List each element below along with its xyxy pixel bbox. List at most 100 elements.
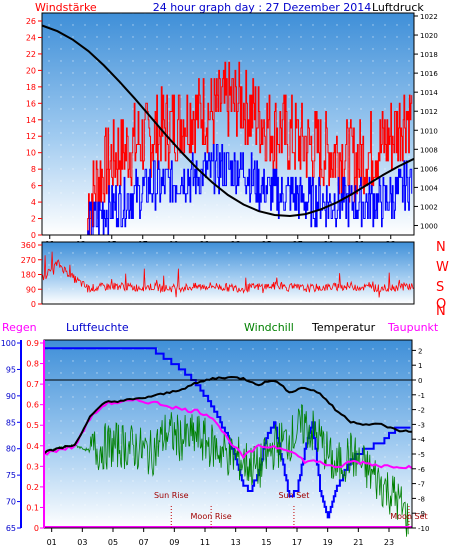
climate-axes: 01 03 05 07 09 11 13 15 17 19 21 236570758085909510… — [1, 339, 430, 547]
compass-labels: N W S O N — [436, 240, 449, 319]
rain-label: Regen — [2, 321, 37, 334]
wind-direction-line — [41, 251, 414, 298]
y-left-tick-label: 0 — [31, 231, 36, 240]
y-left-tick-label: 12 — [26, 132, 36, 141]
temp-tick-label: -1 — [418, 392, 425, 400]
y-left-tick-label: 24 — [26, 33, 36, 42]
x-tick-label: 03 — [77, 538, 87, 547]
humidity-tick-label: 95 — [6, 365, 16, 374]
y-left-tick-label: 18 — [26, 83, 36, 92]
wind-avg-line — [42, 144, 413, 236]
y-left-tick-label: 2 — [31, 215, 36, 224]
compass-n-bottom: N — [436, 304, 446, 319]
temperature-line — [43, 375, 413, 455]
humidity-label: Luftfeuchte — [66, 321, 129, 334]
temperature-label: Temperatur — [311, 321, 376, 334]
compass-s: S — [436, 280, 444, 295]
dewpoint-label: Taupunkt — [387, 321, 439, 334]
rain-tick-label: 0 — [34, 524, 39, 533]
temp-tick-label: 0 — [418, 377, 422, 385]
humidity-tick-label: 80 — [6, 445, 16, 454]
dir-tick-label: 0 — [31, 300, 36, 309]
y-right-tick-label: 1002 — [420, 203, 438, 211]
temp-tick-label: -4 — [418, 436, 426, 444]
temp-tick-label: -9 — [418, 510, 425, 518]
x-tick-label: 05 — [108, 538, 118, 547]
y-right-tick-label: 1000 — [420, 222, 438, 230]
temp-tick-label: -6 — [418, 466, 426, 474]
y-left-tick-label: 4 — [31, 198, 36, 207]
rain-tick-label: 0.3 — [26, 462, 39, 471]
temp-tick-label: -5 — [418, 451, 425, 459]
windchill-label: Windchill — [244, 321, 294, 334]
temp-tick-label: -3 — [418, 421, 425, 429]
x-tick-label: 13 — [231, 538, 241, 547]
y-left-tick-label: 20 — [26, 66, 36, 75]
x-tick-label: 11 — [200, 538, 210, 547]
humidity-tick-label: 85 — [6, 418, 16, 427]
dir-tick-label: 360 — [21, 241, 36, 250]
y-right-tick-label: 1016 — [420, 70, 438, 78]
windchill-line — [43, 404, 409, 537]
y-right-tick-label: 1014 — [420, 89, 438, 97]
y-left-tick-label: 10 — [26, 149, 36, 158]
wind-series — [41, 24, 415, 236]
y-right-tick-label: 1012 — [420, 108, 438, 116]
astro-events: Sun Rise Moon Rise Sun Set Moon Set — [154, 491, 428, 528]
rain-tick-label: 0.9 — [26, 339, 39, 348]
y-left-tick-label: 16 — [26, 99, 36, 108]
y-right-tick-label: 1022 — [420, 13, 438, 21]
event-label-moon-rise: Moon Rise — [191, 512, 232, 521]
wind-strength-label: Windstärke — [35, 1, 97, 14]
y-right-tick-label: 1020 — [420, 32, 438, 40]
humidity-tick-label: 75 — [6, 471, 16, 480]
y-right-tick-label: 1006 — [420, 165, 438, 173]
event-label-moon-set: Moon Set — [390, 512, 427, 521]
direction-axes: 360 270 180 90 0 — [21, 241, 42, 309]
y-right-tick-label: 1010 — [420, 127, 438, 135]
rain-tick-label: 0.1 — [26, 503, 39, 512]
x-tick-label: 09 — [169, 538, 179, 547]
dewpoint-line — [43, 397, 413, 470]
dir-tick-label: 90 — [26, 285, 36, 294]
y-left-tick-label: 22 — [26, 50, 36, 59]
y-left-tick-label: 14 — [26, 116, 36, 125]
y-right-tick-label: 1004 — [420, 184, 438, 192]
x-tick-label: 21 — [353, 538, 363, 547]
x-tick-label: 17 — [292, 538, 302, 547]
temp-tick-label: -10 — [418, 525, 429, 533]
compass-w: W — [436, 260, 449, 275]
temp-tick-label: -7 — [418, 481, 425, 489]
humidity-tick-label: 90 — [6, 392, 16, 401]
direction-panel-frame — [41, 241, 415, 305]
dir-tick-label: 180 — [21, 271, 36, 280]
climate-series — [43, 347, 413, 537]
rain-tick-label: 0.7 — [26, 380, 39, 389]
rain-tick-label: 0.4 — [26, 442, 39, 451]
event-label-sun-set: Sun Set — [278, 491, 309, 500]
humidity-line — [44, 347, 411, 519]
rain-tick-label: 0.8 — [26, 360, 39, 369]
temp-tick-label: -8 — [418, 495, 425, 503]
x-tick-label: 07 — [139, 538, 149, 547]
y-right-tick-label: 1008 — [420, 146, 438, 154]
rain-tick-label: 0.5 — [26, 421, 39, 430]
y-left-tick-label: 8 — [31, 165, 36, 174]
humidity-tick-label: 65 — [6, 524, 16, 533]
wind-panel-frame — [41, 12, 415, 236]
direction-panel-dots — [42, 242, 414, 304]
humidity-tick-label: 70 — [6, 498, 16, 507]
temp-tick-label: 1 — [418, 362, 422, 370]
temp-tick-label: -2 — [418, 407, 425, 415]
rain-tick-label: 0.6 — [26, 401, 39, 410]
temp-tick-label: 2 — [418, 347, 422, 355]
direction-series — [41, 251, 414, 298]
y-left-tick-label: 26 — [26, 17, 36, 26]
humidity-tick-label: 100 — [1, 339, 16, 348]
compass-o: O — [436, 297, 446, 312]
pressure-label: Luftdruck — [372, 1, 424, 14]
x-tick-label: 23 — [384, 538, 394, 547]
x-tick-label: 19 — [323, 538, 333, 547]
